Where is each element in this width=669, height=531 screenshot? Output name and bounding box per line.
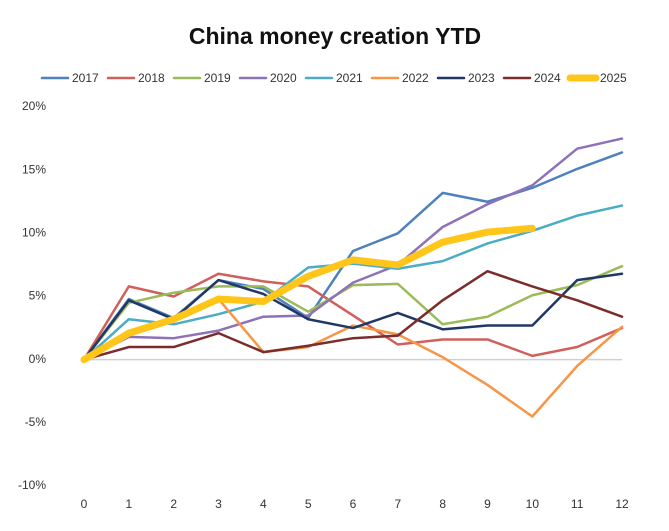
series-line [82,264,624,361]
legend-label: 2025 [600,71,627,85]
x-tick-label: 11 [571,497,584,511]
legend-label: 2023 [468,71,495,85]
legend-label: 2021 [336,71,363,85]
y-tick-label: -5% [25,415,47,429]
legend-label: 2022 [402,71,429,85]
x-tick-label: 12 [615,497,629,511]
x-tick-label: 0 [81,497,88,511]
y-tick-label: 15% [22,162,46,176]
x-tick-label: 1 [125,497,132,511]
x-tick-label: 7 [394,497,401,511]
x-tick-label: 4 [260,497,267,511]
legend-label: 2018 [138,71,165,85]
y-tick-label: 0% [29,352,47,366]
series-line [80,224,536,364]
legend-label: 2017 [72,71,99,85]
x-tick-label: 3 [215,497,222,511]
legend-label: 2020 [270,71,297,85]
legend-label: 2019 [204,71,231,85]
y-tick-label: 5% [29,289,47,303]
chart-title: China money creation YTD [189,23,481,49]
series-line [82,272,624,361]
series-line [82,137,624,361]
y-tick-label: -10% [18,478,46,492]
x-tick-label: 2 [170,497,177,511]
series-line [82,269,624,361]
y-tick-label: 10% [22,226,46,240]
x-tick-label: 5 [305,497,312,511]
x-tick-label: 10 [526,497,540,511]
legend-label: 2024 [534,71,561,85]
y-tick-label: 20% [22,99,46,113]
x-tick-label: 6 [350,497,357,511]
x-tick-label: 8 [439,497,446,511]
x-tick-label: 9 [484,497,491,511]
